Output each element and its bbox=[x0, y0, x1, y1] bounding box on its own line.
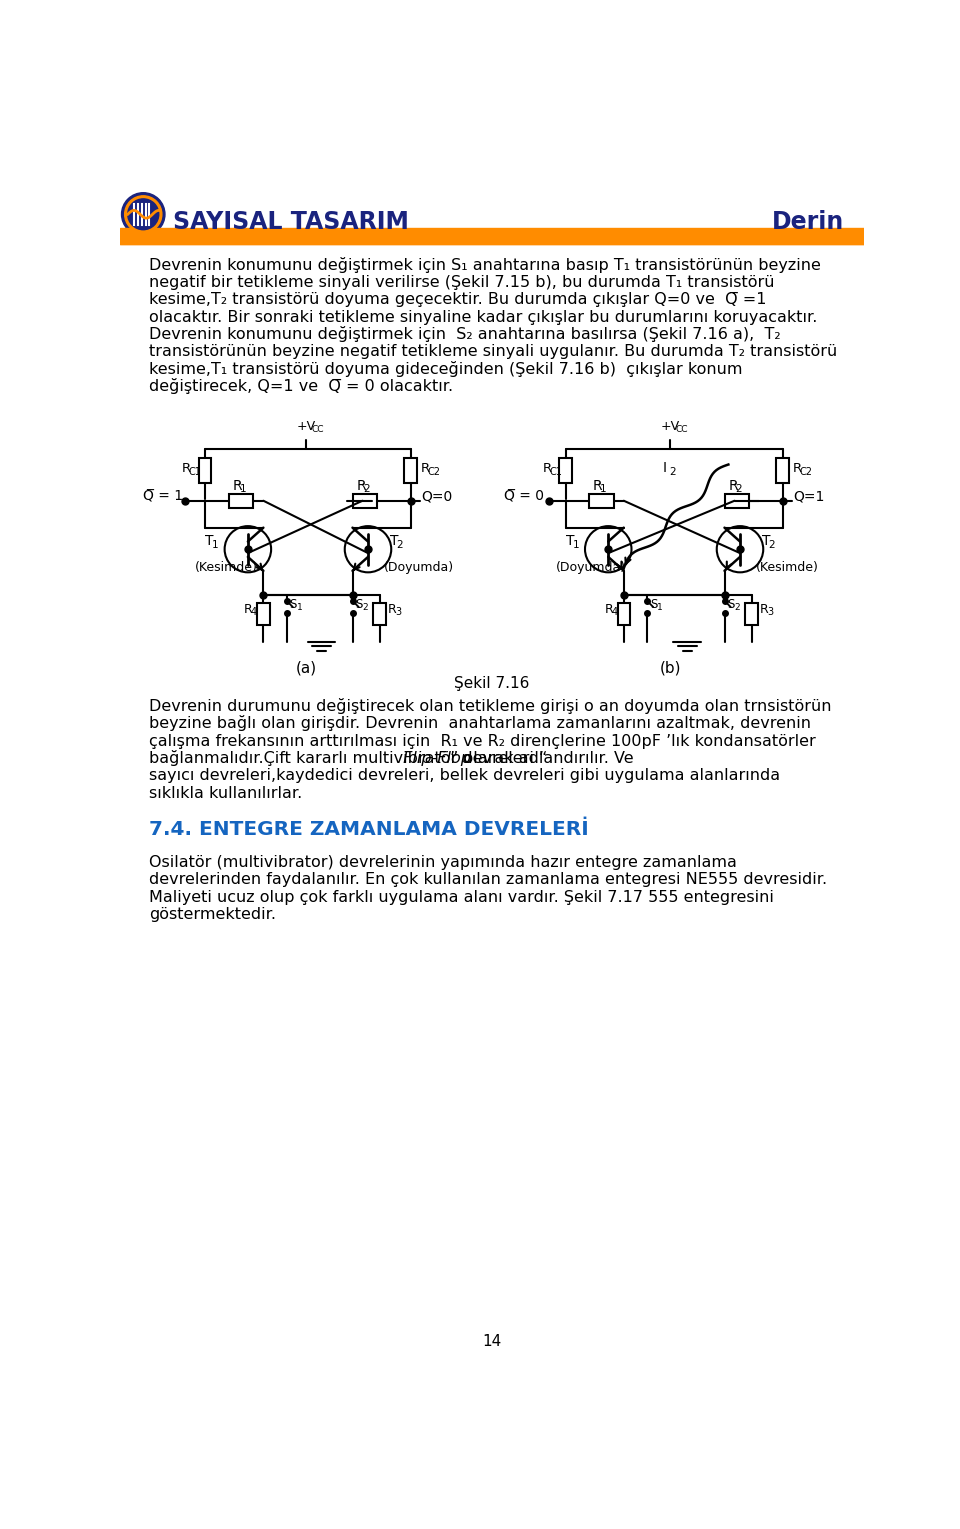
Text: 4: 4 bbox=[612, 607, 617, 618]
Text: 2: 2 bbox=[734, 602, 740, 612]
Circle shape bbox=[122, 193, 165, 235]
Circle shape bbox=[125, 196, 162, 232]
Bar bbox=[560, 459, 572, 483]
Text: Q=0: Q=0 bbox=[421, 489, 453, 503]
Text: 3: 3 bbox=[396, 607, 401, 618]
Text: C2: C2 bbox=[427, 466, 441, 477]
Text: beyzine bağlı olan girişdir. Devrenin  anahtarlama zamanlarını azaltmak, devreni: beyzine bağlı olan girişdir. Devrenin an… bbox=[150, 716, 811, 731]
Text: R: R bbox=[244, 602, 252, 616]
Text: 1: 1 bbox=[600, 485, 607, 494]
Bar bbox=[588, 494, 613, 508]
Text: 14: 14 bbox=[482, 1335, 502, 1349]
Bar bbox=[120, 228, 864, 243]
Text: C2: C2 bbox=[800, 466, 813, 477]
Text: 1: 1 bbox=[212, 540, 219, 550]
Text: Q̅ = 1: Q̅ = 1 bbox=[143, 489, 183, 503]
Text: negatif bir tetikleme sinyali verilirse (Şekil 7.15 b), bu durumda T₁ transistör: negatif bir tetikleme sinyali verilirse … bbox=[150, 275, 775, 291]
Text: Q̅ = 0: Q̅ = 0 bbox=[504, 489, 543, 503]
Text: Flip-Flop: Flip-Flop bbox=[397, 751, 476, 766]
Text: (Doyumda): (Doyumda) bbox=[383, 561, 454, 573]
Text: 4: 4 bbox=[251, 607, 257, 618]
Text: kesime,T₁ transistörü doyuma gideceğinden (Şekil 7.16 b)  çıkışlar konum: kesime,T₁ transistörü doyuma gideceğinde… bbox=[150, 361, 743, 376]
Text: S: S bbox=[650, 598, 658, 610]
Bar bbox=[725, 494, 750, 508]
Text: C1: C1 bbox=[549, 466, 563, 477]
Text: (Kesimde): (Kesimde) bbox=[195, 561, 258, 573]
Bar bbox=[352, 494, 377, 508]
Bar bbox=[199, 459, 211, 483]
Text: CC: CC bbox=[676, 425, 688, 434]
Circle shape bbox=[128, 199, 158, 229]
Text: Şekil 7.16: Şekil 7.16 bbox=[454, 676, 530, 691]
Text: sayıcı devreleri,kaydedici devreleri, bellek devreleri gibi uygulama alanlarında: sayıcı devreleri,kaydedici devreleri, be… bbox=[150, 768, 780, 783]
Bar bbox=[257, 602, 270, 625]
Text: 2: 2 bbox=[363, 602, 369, 612]
Text: I: I bbox=[662, 462, 666, 476]
Text: göstermektedir.: göstermektedir. bbox=[150, 907, 276, 922]
Bar bbox=[777, 459, 789, 483]
Text: T: T bbox=[761, 534, 770, 549]
Text: S: S bbox=[290, 598, 297, 610]
Bar bbox=[617, 602, 630, 625]
Text: T: T bbox=[205, 534, 214, 549]
Text: ” olarak adlandırılır. Ve: ” olarak adlandırılır. Ve bbox=[450, 751, 634, 766]
Text: (Kesimde): (Kesimde) bbox=[756, 561, 818, 573]
Text: R: R bbox=[388, 602, 396, 616]
Text: R: R bbox=[729, 479, 738, 492]
Text: Maliyeti ucuz olup çok farklı uygulama alanı vardır. Şekil 7.17 555 entegresini: Maliyeti ucuz olup çok farklı uygulama a… bbox=[150, 890, 775, 905]
Text: 1: 1 bbox=[297, 602, 302, 612]
Text: R: R bbox=[182, 462, 191, 476]
Text: 2: 2 bbox=[735, 485, 742, 494]
Text: R: R bbox=[592, 479, 602, 492]
Text: R: R bbox=[605, 602, 613, 616]
Text: 2: 2 bbox=[396, 540, 403, 550]
Text: olacaktır. Bir sonraki tetikleme sinyaline kadar çıkışlar bu durumlarını koruyac: olacaktır. Bir sonraki tetikleme sinyali… bbox=[150, 310, 818, 324]
Text: R: R bbox=[793, 462, 802, 476]
Text: R: R bbox=[760, 602, 769, 616]
Text: 1: 1 bbox=[657, 602, 662, 612]
Bar bbox=[404, 459, 417, 483]
Text: R: R bbox=[232, 479, 242, 492]
Text: değiştirecek, Q=1 ve  Q̅ = 0 olacaktır.: değiştirecek, Q=1 ve Q̅ = 0 olacaktır. bbox=[150, 378, 453, 394]
Text: Devrenin konumunu değiştirmek için  S₂ anahtarına basılırsa (Şekil 7.16 a),  T₂: Devrenin konumunu değiştirmek için S₂ an… bbox=[150, 326, 781, 342]
Text: kesime,T₂ transistörü doyuma geçecektir. Bu durumda çıkışlar Q=0 ve  Q̅ =1: kesime,T₂ transistörü doyuma geçecektir.… bbox=[150, 292, 767, 307]
Text: 3: 3 bbox=[767, 607, 773, 618]
Text: T: T bbox=[390, 534, 398, 549]
Text: (Doyumda): (Doyumda) bbox=[556, 561, 626, 573]
Text: SAYISAL TASARIM: SAYISAL TASARIM bbox=[173, 209, 409, 234]
Text: (b): (b) bbox=[660, 661, 681, 676]
Text: R: R bbox=[356, 479, 366, 492]
Text: 2: 2 bbox=[669, 466, 676, 477]
Text: çalışma frekansının arttırılması için  R₁ ve R₂ dirençlerine 100pF ’lık kondansa: çalışma frekansının arttırılması için R₁… bbox=[150, 734, 816, 749]
Text: R: R bbox=[420, 462, 430, 476]
Text: Osilatör (multivibrator) devrelerinin yapımında hazır entegre zamanlama: Osilatör (multivibrator) devrelerinin ya… bbox=[150, 855, 737, 870]
Bar bbox=[228, 494, 253, 508]
Text: T: T bbox=[565, 534, 574, 549]
Text: Devrenin durumunu değiştirecek olan tetikleme girişi o an doyumda olan trnsistör: Devrenin durumunu değiştirecek olan teti… bbox=[150, 697, 832, 714]
Text: R: R bbox=[542, 462, 551, 476]
Text: S: S bbox=[355, 598, 363, 610]
Text: Derin: Derin bbox=[773, 209, 845, 234]
Text: 1: 1 bbox=[239, 485, 246, 494]
Text: Devrenin konumunu değiştirmek için S₁ anahtarına basıp T₁ transistörünün beyzine: Devrenin konumunu değiştirmek için S₁ an… bbox=[150, 257, 822, 272]
Bar bbox=[745, 602, 757, 625]
Text: 2: 2 bbox=[769, 540, 776, 550]
Text: CC: CC bbox=[311, 425, 324, 434]
Text: devrelerinden faydalanılır. En çok kullanılan zamanlama entegresi NE555 devresid: devrelerinden faydalanılır. En çok kulla… bbox=[150, 872, 828, 887]
Text: +V: +V bbox=[297, 420, 316, 433]
Text: Q=1: Q=1 bbox=[794, 489, 825, 503]
Text: bağlanmalıdır.Çift kararlı multivibratör devreleri “: bağlanmalıdır.Çift kararlı multivibratör… bbox=[150, 749, 548, 766]
Text: sıklıkla kullanılırlar.: sıklıkla kullanılırlar. bbox=[150, 786, 302, 801]
Text: 2: 2 bbox=[363, 485, 370, 494]
Text: S: S bbox=[728, 598, 735, 610]
Text: 1: 1 bbox=[572, 540, 579, 550]
Text: +V: +V bbox=[660, 420, 680, 433]
Text: transistörünün beyzine negatif tetikleme sinyali uygulanır. Bu durumda T₂ transi: transistörünün beyzine negatif tetikleme… bbox=[150, 344, 838, 359]
Bar bbox=[373, 602, 386, 625]
Text: C1: C1 bbox=[189, 466, 202, 477]
Text: (a): (a) bbox=[296, 661, 317, 676]
Text: 7.4. ENTEGRE ZAMANLAMA DEVRELERİ: 7.4. ENTEGRE ZAMANLAMA DEVRELERİ bbox=[150, 820, 589, 838]
